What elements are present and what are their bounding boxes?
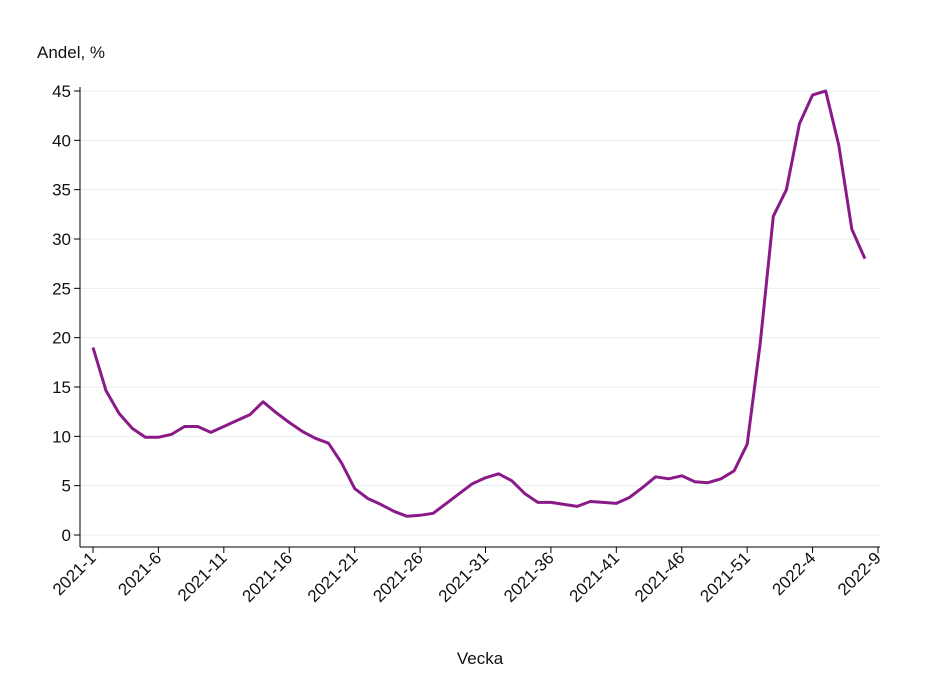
x-tick-label: 2021-26 bbox=[369, 548, 427, 606]
x-tick-label: 2021-41 bbox=[566, 548, 624, 606]
y-tick-label: 30 bbox=[52, 230, 71, 249]
x-axis-title: Vecka bbox=[457, 649, 504, 668]
y-tick-label: 5 bbox=[62, 477, 71, 496]
data-line bbox=[91, 89, 867, 518]
y-tick-label: 25 bbox=[52, 279, 71, 298]
x-tick-label: 2021-21 bbox=[304, 548, 362, 606]
x-tick-label: 2021-36 bbox=[500, 548, 558, 606]
x-tick-label: 2021-51 bbox=[696, 548, 754, 606]
y-tick-label: 15 bbox=[52, 378, 71, 397]
y-tick-label: 0 bbox=[62, 526, 71, 545]
y-axis-title: Andel, % bbox=[37, 43, 105, 62]
x-tick-label: 2021-1 bbox=[49, 548, 100, 599]
x-tick-label: 2021-6 bbox=[114, 548, 165, 599]
y-tick-label: 40 bbox=[52, 131, 71, 150]
x-tick-label: 2021-31 bbox=[435, 548, 493, 606]
x-tick-label: 2022-4 bbox=[769, 548, 820, 599]
y-tick-label: 35 bbox=[52, 181, 71, 200]
x-tick-label: 2021-46 bbox=[631, 548, 689, 606]
x-tick-label: 2021-11 bbox=[174, 548, 231, 605]
y-tick-label: 45 bbox=[52, 82, 71, 101]
x-tick-label: 2021-16 bbox=[239, 548, 297, 606]
x-tick-label: 2022-9 bbox=[834, 548, 885, 599]
y-tick-label: 20 bbox=[52, 329, 71, 348]
y-tick-label: 10 bbox=[52, 427, 71, 446]
